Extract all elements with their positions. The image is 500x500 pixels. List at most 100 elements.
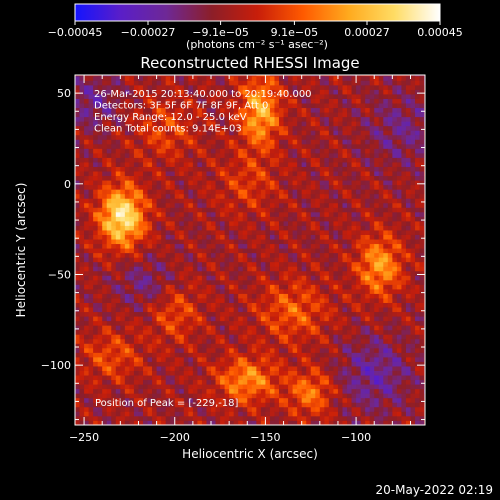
heatmap-cell (111, 189, 117, 195)
heatmap-cell (179, 293, 185, 299)
heatmap-cell (328, 193, 334, 199)
heatmap-cell (347, 125, 352, 131)
heatmap-cell (88, 406, 94, 412)
heatmap-cell (333, 329, 339, 335)
heatmap-cell (301, 307, 307, 313)
heatmap-cell (297, 216, 303, 222)
heatmap-cell (152, 94, 157, 99)
heatmap-cell (206, 225, 212, 231)
heatmap-cell (147, 89, 153, 95)
heatmap-cell (242, 284, 248, 290)
heatmap-cell (306, 284, 312, 290)
heatmap-cell (306, 139, 312, 145)
heatmap-cell (301, 252, 307, 258)
heatmap-cell (97, 143, 103, 149)
heatmap-cell (238, 184, 244, 190)
heatmap-cell (360, 216, 366, 222)
heatmap-cell (251, 125, 257, 131)
heatmap-cell (297, 356, 303, 362)
heatmap-cell (215, 198, 221, 204)
heatmap-cell (97, 288, 103, 294)
heatmap-cell (192, 94, 198, 99)
heatmap-cell (337, 406, 343, 412)
heatmap-cell (283, 284, 289, 290)
heatmap-cell (265, 252, 271, 258)
heatmap-cell (124, 311, 130, 317)
heatmap-cell (256, 361, 262, 367)
heatmap-cell (179, 202, 185, 208)
heatmap-cell (111, 112, 117, 118)
heatmap-cell (183, 284, 189, 290)
heatmap-cell (97, 375, 103, 381)
heatmap-cell (197, 189, 203, 195)
heatmap-cell (120, 75, 126, 77)
heatmap-cell (229, 184, 235, 190)
heatmap-cell (174, 116, 180, 122)
heatmap-cell (183, 216, 189, 222)
heatmap-cell (319, 75, 325, 77)
heatmap-cell (192, 75, 198, 77)
heatmap-cell (192, 384, 198, 390)
heatmap-cell (315, 420, 321, 425)
heatmap-cell (133, 230, 139, 235)
heatmap-cell (337, 94, 343, 99)
heatmap-cell (84, 211, 89, 217)
heatmap-cell (111, 415, 117, 421)
heatmap-cell (274, 293, 280, 299)
heatmap-cell (251, 338, 257, 344)
heatmap-cell (197, 288, 203, 294)
heatmap-cell (106, 94, 112, 99)
heatmap-cell (201, 415, 207, 421)
heatmap-cell (319, 366, 325, 371)
heatmap-cell (333, 406, 339, 412)
heatmap-cell (120, 411, 126, 417)
heatmap-cell (106, 298, 112, 303)
heatmap-cell (265, 230, 271, 235)
heatmap-cell (192, 279, 198, 285)
heatmap-cell (179, 171, 185, 177)
heatmap-cell (143, 320, 148, 326)
heatmap-cell (260, 175, 266, 181)
heatmap-cell (283, 338, 289, 344)
heatmap-cell (238, 266, 244, 272)
heatmap-cell (288, 84, 294, 90)
heatmap-cell (274, 75, 280, 77)
heatmap-cell (315, 343, 321, 349)
heatmap-cell (333, 148, 339, 154)
heatmap-cell (356, 220, 362, 226)
heatmap-cell (279, 184, 284, 190)
heatmap-cell (102, 220, 108, 226)
heatmap-cell (211, 352, 216, 358)
heatmap-cell (215, 207, 221, 213)
heatmap-cell (319, 343, 325, 349)
heatmap-cell (265, 116, 271, 122)
heatmap-cell (188, 125, 194, 131)
heatmap-cell (310, 148, 316, 154)
heatmap-cell (88, 112, 94, 118)
heatmap-cell (183, 415, 189, 421)
heatmap-cell (297, 415, 303, 421)
heatmap-cell (324, 347, 330, 353)
heatmap-cell (97, 107, 103, 113)
heatmap-cell (288, 239, 294, 245)
heatmap-cell (206, 266, 212, 272)
heatmap-cell (297, 366, 303, 371)
heatmap-cell (143, 375, 148, 381)
heatmap-cell (260, 352, 266, 358)
heatmap-cell (269, 180, 275, 186)
heatmap-cell (143, 202, 148, 208)
heatmap-cell (324, 107, 330, 113)
heatmap-cell (161, 207, 167, 213)
heatmap-cell (188, 189, 194, 195)
heatmap-cell (106, 375, 112, 381)
heatmap-cell (328, 202, 334, 208)
heatmap-cell (288, 293, 294, 299)
heatmap-cell (256, 257, 262, 263)
heatmap-cell (79, 134, 85, 140)
heatmap-cell (238, 388, 244, 394)
heatmap-cell (84, 171, 89, 177)
heatmap-cell (97, 334, 103, 340)
heatmap-cell (192, 320, 198, 326)
heatmap-cell (356, 112, 362, 118)
heatmap-cell (220, 420, 226, 425)
